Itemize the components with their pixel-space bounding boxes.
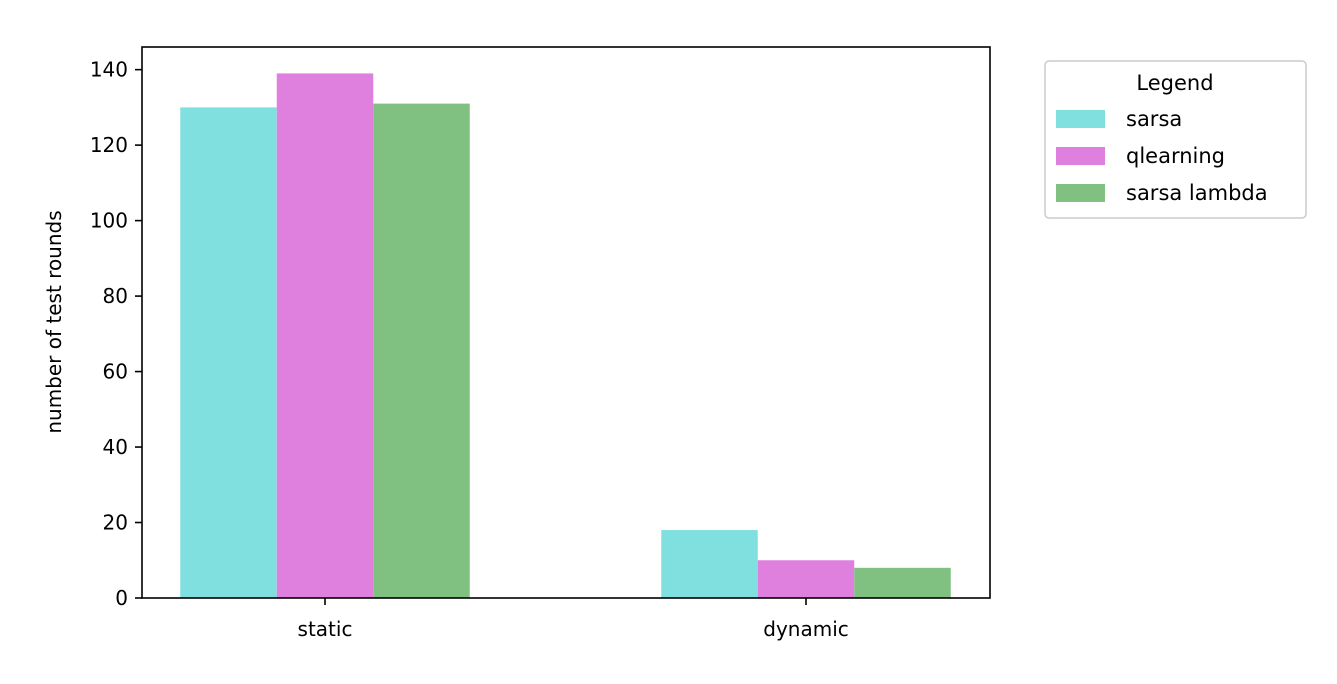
y-tick-label: 60 — [103, 360, 128, 384]
x-tick-label: static — [298, 617, 353, 641]
y-tick-label: 120 — [90, 133, 128, 157]
y-tick-label: 100 — [90, 209, 128, 233]
y-axis-label: number of test rounds — [42, 210, 66, 433]
bar-qlearning-dynamic — [757, 560, 855, 598]
legend-items: sarsa qlearning sarsa lambda — [1056, 107, 1268, 205]
legend-title: Legend — [1136, 71, 1213, 95]
bars-group — [180, 73, 951, 599]
legend-label-qlearning: qlearning — [1126, 144, 1225, 168]
y-tick-label: 40 — [103, 435, 128, 459]
bar-sarsa-lambda-static — [373, 103, 470, 598]
legend-label-sarsa: sarsa — [1126, 107, 1182, 131]
bar-qlearning-static — [276, 73, 374, 599]
y-tick-label: 0 — [115, 586, 128, 610]
x-axis-ticks: static dynamic — [298, 598, 849, 641]
y-tick-label: 140 — [90, 58, 128, 82]
bar-sarsa-dynamic — [661, 530, 758, 598]
x-tick-label: dynamic — [763, 617, 849, 641]
plot-frame — [141, 46, 991, 599]
legend-swatch-qlearning — [1056, 147, 1105, 165]
bar-sarsa-lambda-dynamic — [854, 567, 951, 598]
legend: Legend sarsa qlearning sarsa lambda — [1044, 60, 1307, 219]
y-axis-ticks: 0 20 40 60 80 100 120 140 — [90, 58, 142, 610]
legend-swatch-sarsa-lambda — [1056, 184, 1105, 202]
legend-label-sarsa-lambda: sarsa lambda — [1126, 181, 1268, 205]
legend-frame — [1044, 60, 1307, 219]
bar-sarsa-static — [180, 107, 277, 599]
legend-swatch-sarsa — [1056, 110, 1105, 128]
y-tick-label: 80 — [103, 284, 128, 308]
y-tick-label: 20 — [103, 511, 128, 535]
